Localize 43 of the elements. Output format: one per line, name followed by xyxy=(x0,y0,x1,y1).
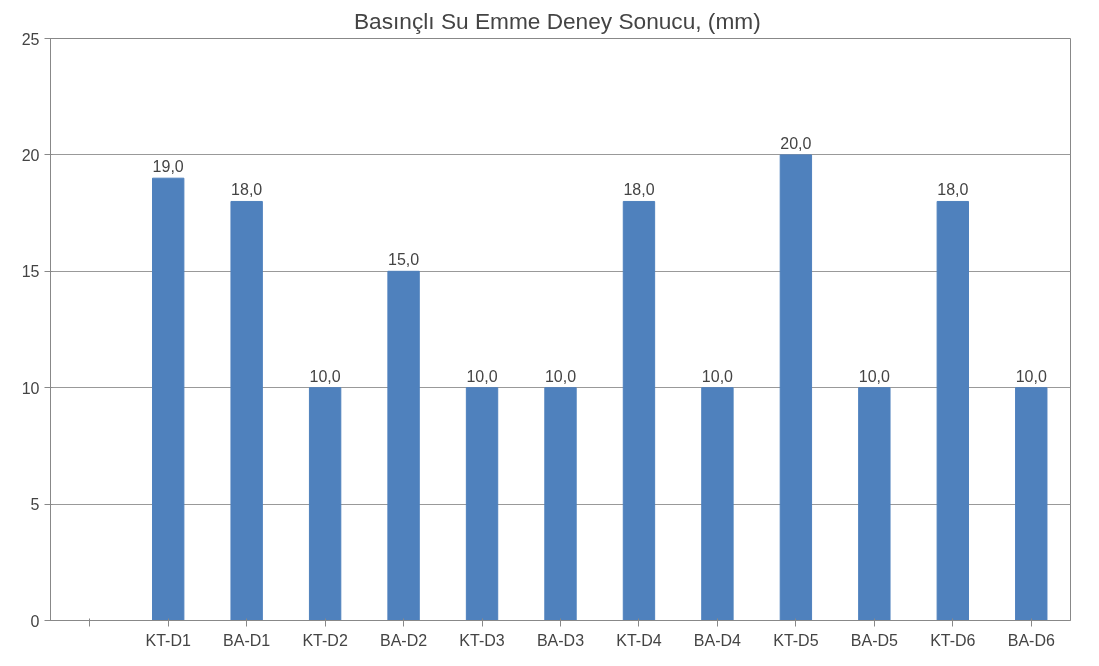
data-label: 18,0 xyxy=(937,181,969,199)
y-tick-label: 5 xyxy=(30,496,40,514)
y-tick-label: 15 xyxy=(21,263,40,281)
bar xyxy=(152,177,185,621)
bar xyxy=(308,387,342,621)
x-tick-label: KT-D5 xyxy=(773,631,819,649)
x-tick-label: KT-D1 xyxy=(145,631,191,649)
bar xyxy=(387,270,420,621)
x-tick-label: KT-D6 xyxy=(930,631,976,649)
x-tick-label: BA-D1 xyxy=(223,631,271,649)
x-tick-label: BA-D5 xyxy=(850,631,899,649)
data-label: 20,0 xyxy=(780,134,812,152)
bar xyxy=(858,387,891,621)
y-tick-label: 25 xyxy=(21,30,40,48)
data-label: 10,0 xyxy=(701,367,734,385)
x-tick-label: BA-D4 xyxy=(693,631,742,649)
data-label: 18,0 xyxy=(623,181,655,199)
data-label: 18,0 xyxy=(231,181,263,199)
bar xyxy=(622,200,656,621)
x-tick-label: KT-D2 xyxy=(302,631,348,649)
bar xyxy=(701,387,734,621)
bar xyxy=(779,154,813,621)
data-label: 19,0 xyxy=(152,158,184,176)
bar xyxy=(1015,387,1048,621)
data-label: 10,0 xyxy=(1015,367,1047,385)
y-tick-label: 0 xyxy=(30,612,40,630)
bar xyxy=(544,387,577,621)
bar xyxy=(936,200,969,621)
y-tick-label: 20 xyxy=(21,146,40,164)
data-label: 10,0 xyxy=(544,367,577,385)
bar xyxy=(230,200,263,621)
bar xyxy=(465,387,499,621)
data-label: 10,0 xyxy=(466,367,498,385)
data-label: 10,0 xyxy=(858,367,891,385)
x-tick-label: BA-D6 xyxy=(1007,631,1055,649)
x-tick-label: KT-D4 xyxy=(616,631,662,649)
x-tick-label: BA-D2 xyxy=(380,631,428,649)
data-label: 15,0 xyxy=(388,251,420,269)
x-tick-label: KT-D3 xyxy=(459,631,505,649)
chart-title: Basınçlı Su Emme Deney Sonucu, (mm) xyxy=(354,7,761,34)
y-tick-label: 10 xyxy=(21,379,40,397)
x-tick-label: BA-D3 xyxy=(536,631,585,649)
data-label: 10,0 xyxy=(309,367,341,385)
